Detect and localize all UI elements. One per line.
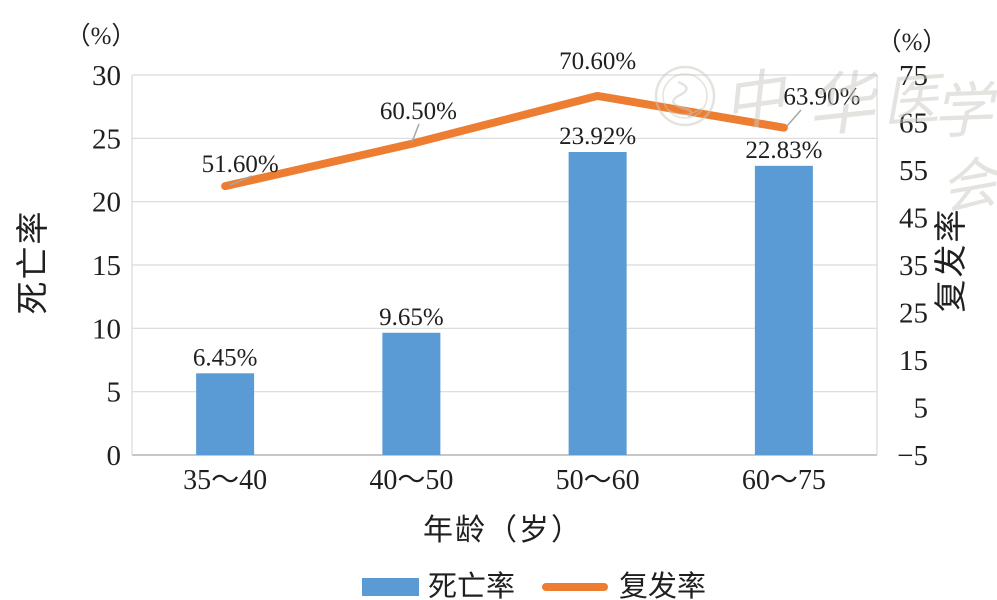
line-value-label: 63.90% (783, 84, 860, 111)
x-axis-title: 年龄（岁） (423, 514, 583, 547)
category-label: 60～75 (742, 465, 826, 496)
bar (196, 373, 255, 455)
bar (754, 165, 813, 455)
left-tick-label: 5 (107, 377, 122, 409)
right-tick-label: −5 (897, 440, 928, 472)
category-label: 35～40 (183, 465, 267, 496)
watermark: 中华医学会 (654, 63, 997, 223)
bar-series (196, 152, 813, 455)
category-label: 50～60 (556, 465, 640, 496)
right-axis-title: 复发率 (933, 208, 970, 313)
legend-bar-label: 死亡率 (428, 570, 515, 600)
leader-line (229, 175, 253, 186)
left-tick-label: 15 (92, 250, 121, 282)
right-tick-label: 55 (899, 155, 928, 187)
left-axis-tick-labels: 0 5 10 15 20 25 30 (92, 60, 121, 472)
line-value-label: 51.60% (202, 151, 279, 178)
legend-bar-swatch (362, 578, 419, 596)
right-axis-unit: （%） (877, 28, 948, 56)
left-axis-title: 死亡率 (15, 210, 52, 315)
left-tick-label: 0 (107, 440, 122, 472)
watermark-character: 学 (931, 78, 997, 146)
left-tick-label: 25 (92, 123, 121, 155)
left-axis-unit: （%） (66, 22, 137, 50)
right-tick-label: 5 (914, 393, 929, 425)
gridlines (131, 74, 878, 456)
left-tick-label: 30 (92, 60, 121, 92)
data-labels: 6.45% 9.65% 23.92% 22.83% 51.60% 60.50% 70.60%… (193, 48, 861, 371)
legend: 死亡率 复发率 (362, 570, 706, 600)
cma-seal-icon (654, 65, 716, 127)
bar-value-label: 23.92% (559, 123, 636, 150)
left-tick-label: 10 (92, 313, 121, 345)
line-value-label: 70.60% (559, 48, 636, 75)
bar-value-label: 6.45% (193, 344, 258, 371)
right-tick-label: 35 (899, 250, 928, 282)
legend-line-label: 复发率 (619, 570, 706, 600)
right-axis-tick-labels: −5 5 15 25 35 45 55 65 75 (897, 60, 928, 472)
leader-line (786, 109, 802, 127)
leader-line (411, 123, 420, 143)
watermark-text: 中华医学会 (719, 63, 997, 223)
bar (382, 332, 441, 455)
watermark-character: 华 (803, 63, 886, 146)
right-tick-label: 25 (899, 298, 928, 330)
left-tick-label: 20 (92, 187, 121, 219)
category-label: 40～50 (369, 465, 453, 496)
label-leader-lines (229, 109, 802, 186)
line-value-label: 60.50% (380, 98, 457, 125)
right-tick-label: 75 (899, 60, 928, 92)
right-tick-label: 15 (899, 345, 928, 377)
right-tick-label: 65 (899, 108, 928, 140)
bar-value-label: 22.83% (745, 137, 822, 164)
category-labels: 35～40 40～50 50～60 60～75 (183, 465, 826, 496)
bar (568, 152, 627, 455)
right-tick-label: 45 (899, 203, 928, 235)
watermark-character: 会 (936, 151, 997, 223)
bar-value-label: 9.65% (379, 304, 444, 331)
